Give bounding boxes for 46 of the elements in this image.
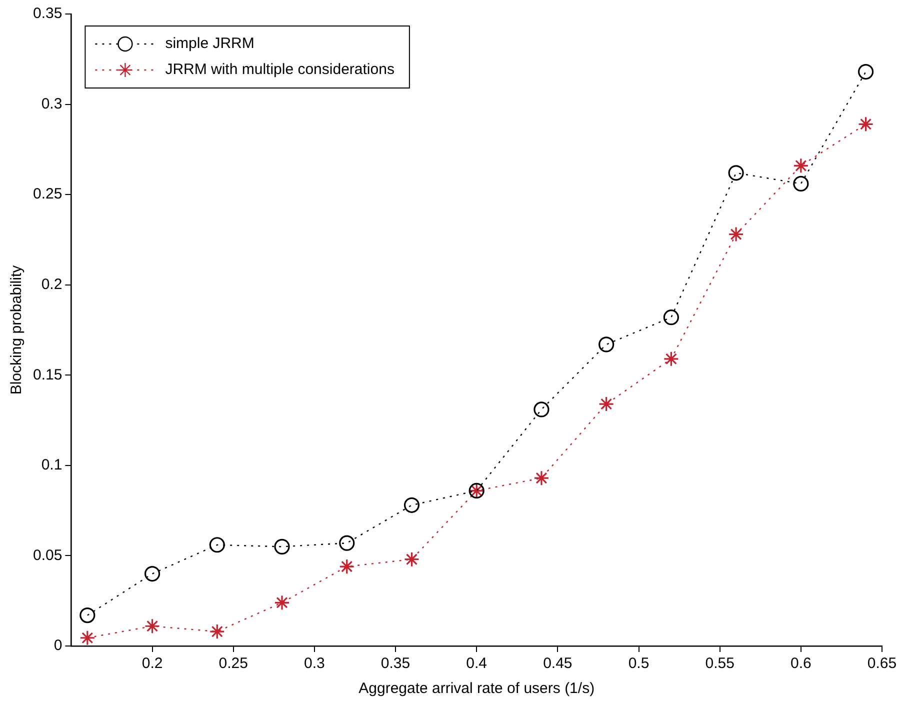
point <box>858 116 874 132</box>
point <box>793 158 809 174</box>
point <box>144 566 160 582</box>
y-tick-label: 0.35 <box>32 5 62 22</box>
y-tick-label: 0.25 <box>32 186 62 203</box>
point <box>339 535 355 551</box>
x-tick-label: 0.35 <box>380 655 410 672</box>
legend-label: simple JRRM <box>165 35 254 52</box>
point <box>534 470 550 486</box>
x-tick-label: 0.6 <box>790 655 812 672</box>
x-tick-label: 0.2 <box>142 655 163 672</box>
point <box>728 226 744 242</box>
point <box>144 618 160 634</box>
y-tick-label: 0.3 <box>41 95 62 112</box>
point <box>274 594 290 610</box>
x-tick-label: 0.5 <box>628 655 650 672</box>
point <box>663 310 679 326</box>
y-tick-label: 0.2 <box>41 276 62 293</box>
point <box>663 351 679 367</box>
y-tick-label: 0.05 <box>32 546 62 564</box>
point <box>274 538 290 554</box>
point <box>404 552 420 568</box>
y-axis-title: Blocking probability <box>8 264 26 395</box>
x-tick-label: 0.45 <box>543 655 572 672</box>
y-tick-label: 0.15 <box>32 366 62 384</box>
point <box>80 630 96 646</box>
point <box>728 165 744 181</box>
x-tick-label: 0.3 <box>304 655 325 672</box>
x-tick-label: 0.25 <box>218 655 248 672</box>
legend-label: JRRM with multiple considerations <box>165 61 394 78</box>
x-tick-label: 0.4 <box>466 655 488 672</box>
y-tick-label: 0 <box>54 637 62 654</box>
point <box>209 537 225 553</box>
point <box>339 558 355 574</box>
point <box>404 497 420 513</box>
point <box>598 396 614 412</box>
point <box>80 608 96 624</box>
point <box>598 336 614 352</box>
point <box>793 176 809 192</box>
point <box>858 64 874 80</box>
x-tick-label: 0.55 <box>705 655 734 672</box>
point <box>534 402 550 418</box>
x-axis-title: Aggregate arrival rate of users (1/s) <box>358 680 595 698</box>
y-tick-label: 0.1 <box>41 456 62 474</box>
x-tick-label: 0.65 <box>867 655 897 672</box>
point <box>209 624 225 640</box>
